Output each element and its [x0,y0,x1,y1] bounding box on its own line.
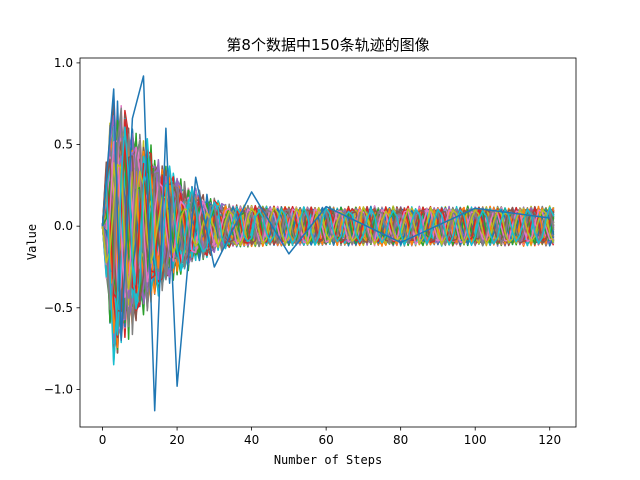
x-tick-label: 0 [99,433,107,447]
x-tick-label: 20 [169,433,184,447]
x-tick-label: 100 [464,433,487,447]
sample-trajectory-line [101,75,550,412]
x-axis: 0 20 40 60 80 100 120 [99,427,561,447]
axes-frame [79,57,577,428]
trajectory-line [101,127,555,366]
chart-title: 第8个数据中150条轨迹的图像 [226,36,429,54]
x-tick-label: 60 [318,433,333,447]
y-tick-label: 0.5 [54,138,73,152]
plot-area [79,57,577,428]
x-tick-label: 80 [393,433,408,447]
x-tick-label: 120 [538,433,561,447]
y-tick-label: −0.5 [44,301,73,315]
y-tick-label: 0.0 [54,219,73,233]
trajectory-line [101,163,555,290]
y-tick-label: −1.0 [44,382,73,396]
x-tick-label: 40 [244,433,259,447]
x-axis-label: Number of Steps [274,453,382,467]
series-group [101,75,555,412]
y-axis: −1.0 −0.5 0.0 0.5 1.0 [44,56,80,396]
trajectory-line [101,107,555,328]
y-axis-label: Value [25,224,39,260]
y-tick-label: 1.0 [54,56,73,70]
